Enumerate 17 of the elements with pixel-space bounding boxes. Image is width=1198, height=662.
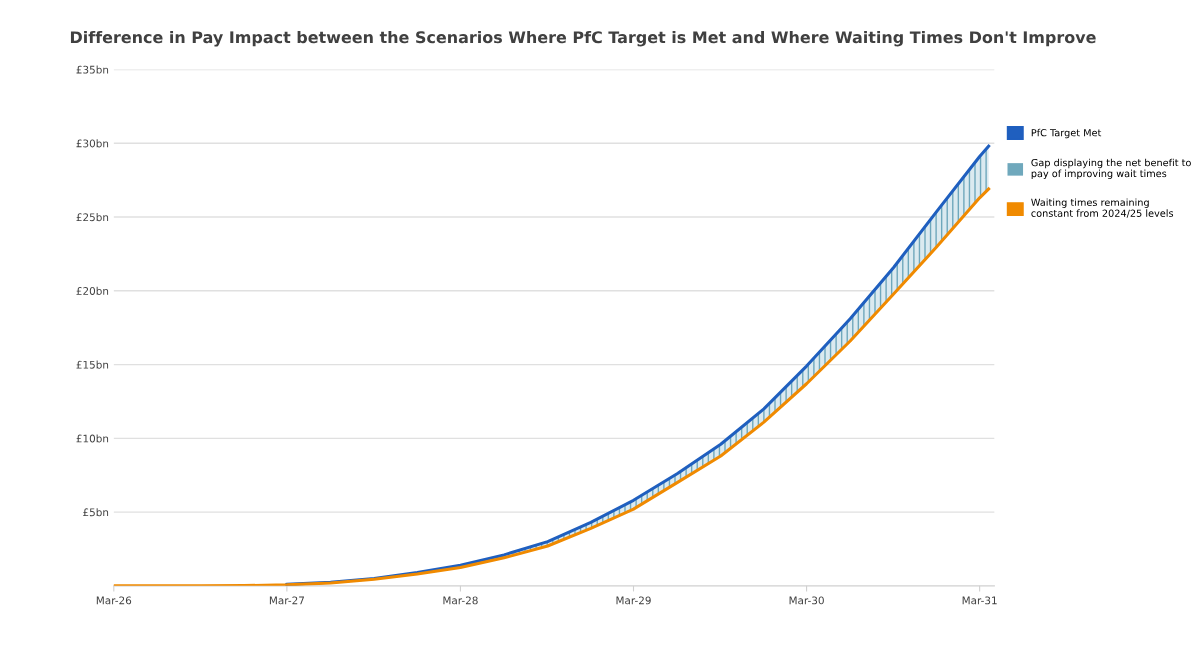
x-tick-label: Mar-29 — [616, 596, 651, 605]
x-tick-label: Mar-26 — [96, 596, 132, 605]
x-tick-label: Mar-30 — [789, 596, 824, 605]
x-tick-label: Mar-27 — [269, 596, 304, 605]
legend-label: Waiting times remaining constant from 2024/25 levels — [1031, 198, 1174, 218]
y-tick-label: £5bn — [83, 508, 109, 517]
legend-label: Gap displaying the net benefit to pay of improving wait times — [1031, 158, 1191, 180]
y-tick-label: £20bn — [76, 286, 109, 295]
x-tick-label: Mar-31 — [962, 596, 997, 605]
y-tick-label: £10bn — [76, 434, 109, 443]
y-tick-label: £35bn — [76, 65, 109, 74]
y-tick-label: £25bn — [76, 213, 109, 222]
y-tick-label: £15bn — [76, 360, 109, 369]
legend-label: PfC Target Met — [1031, 128, 1102, 139]
y-tick-label: £30bn — [76, 139, 109, 148]
chart-title: Difference in Pay Impact between the Scenarios Where PfC Target is Met and Where Waiting Times Don't Improve — [70, 30, 1096, 47]
x-tick-label: Mar-28 — [443, 596, 478, 605]
